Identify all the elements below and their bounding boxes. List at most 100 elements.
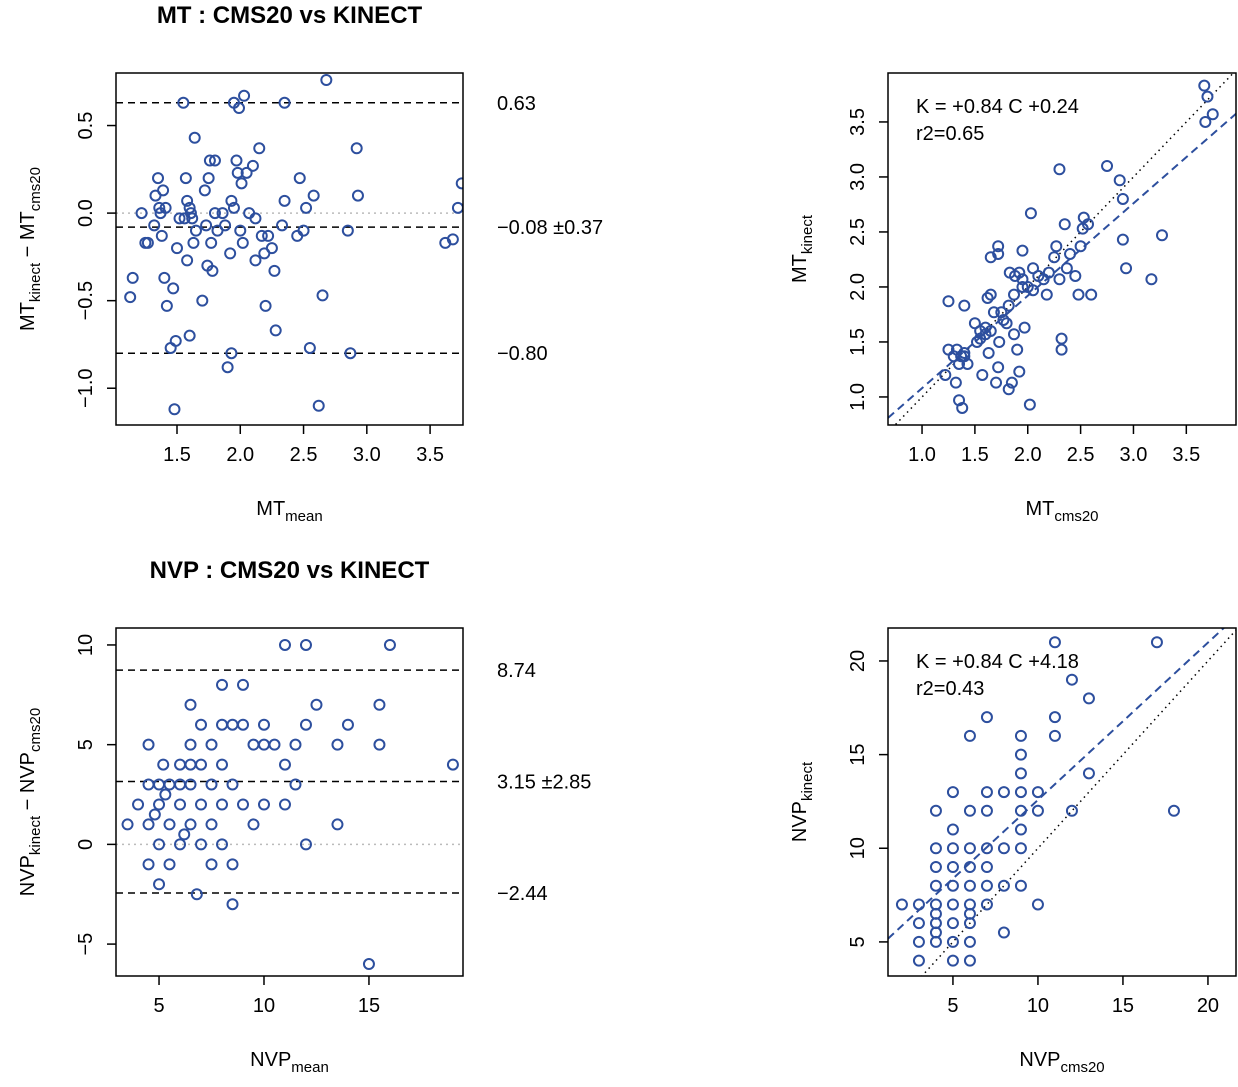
point (1048, 636, 1061, 649)
point (963, 842, 976, 855)
limit-label: −2.44 (497, 883, 548, 905)
point (249, 212, 262, 225)
point (181, 194, 194, 207)
y-tick-label: 2.5 (847, 218, 869, 246)
point (992, 247, 1005, 260)
point (939, 368, 952, 381)
point (205, 778, 218, 791)
point (152, 172, 165, 185)
point (181, 254, 194, 267)
point (235, 177, 248, 190)
point (1150, 636, 1163, 649)
point (1101, 159, 1114, 172)
point (1048, 711, 1061, 724)
point (963, 954, 976, 967)
point (278, 638, 291, 651)
point (195, 838, 208, 851)
point (980, 898, 993, 911)
point (1000, 317, 1013, 330)
point (963, 860, 976, 873)
label-part: NVP (1019, 1049, 1060, 1071)
subscript: mean (291, 1059, 329, 1076)
point (205, 818, 218, 831)
point (1145, 273, 1158, 286)
point (124, 291, 137, 304)
x-tick-label: 10 (1027, 995, 1049, 1017)
point (195, 718, 208, 731)
point (980, 711, 993, 724)
point (268, 738, 281, 751)
point (373, 738, 386, 751)
point (1016, 280, 1029, 293)
point (227, 201, 240, 214)
point (995, 306, 1008, 319)
point (299, 838, 312, 851)
point (300, 201, 313, 214)
point (268, 264, 281, 277)
point (307, 189, 320, 202)
point (203, 154, 216, 167)
point (278, 194, 291, 207)
point (132, 798, 145, 811)
point (1198, 79, 1211, 92)
point (225, 194, 238, 207)
y-tick-label: 20 (847, 650, 869, 672)
point (997, 313, 1010, 326)
limit-label: −0.80 (497, 343, 548, 365)
point (1031, 898, 1044, 911)
panel: 1.0 1.5 2.0 2.5 3.0 3.51.01.52.02.53.03.5MTcm… (789, 72, 1237, 525)
subscript: mean (285, 508, 323, 525)
label-part: MT (789, 254, 811, 283)
point (224, 247, 237, 260)
y-axis-label: MTkinect − MTcms20 (17, 167, 44, 331)
point (196, 294, 209, 307)
point (341, 718, 354, 731)
point (226, 718, 239, 731)
x-tick-label: 3.5 (416, 444, 444, 466)
point (153, 798, 166, 811)
y-tick-label: 3.0 (847, 163, 869, 191)
point (362, 958, 375, 971)
point (1024, 207, 1037, 220)
label-part: MT (256, 498, 285, 520)
point (299, 718, 312, 731)
point (195, 758, 208, 771)
point (167, 282, 180, 295)
point (987, 306, 1000, 319)
point (208, 207, 221, 220)
point (253, 142, 266, 155)
point (157, 758, 170, 771)
point (1167, 804, 1180, 817)
x-axis-label: MTmean (256, 498, 322, 525)
point (1048, 729, 1061, 742)
point (1031, 786, 1044, 799)
point (971, 335, 984, 348)
label-part: NVP (17, 855, 39, 896)
point (1016, 244, 1029, 257)
subscript: cms20 (1060, 1059, 1104, 1076)
subscript: cms20 (27, 167, 44, 211)
point (997, 842, 1010, 855)
y-tick-label: 0.5 (75, 112, 97, 140)
point (231, 166, 244, 179)
point (206, 264, 219, 277)
point (953, 394, 966, 407)
point (216, 678, 229, 691)
point (1065, 673, 1078, 686)
point (1002, 299, 1015, 312)
point (121, 818, 134, 831)
point (963, 729, 976, 742)
point (316, 289, 329, 302)
point (249, 254, 262, 267)
point (997, 786, 1010, 799)
point (297, 224, 310, 237)
point (257, 718, 270, 731)
point (1053, 163, 1066, 176)
point (289, 778, 302, 791)
point (153, 838, 166, 851)
x-tick-label: 5 (947, 995, 958, 1017)
point (1011, 343, 1024, 356)
point (1082, 692, 1095, 705)
point (184, 818, 197, 831)
point (178, 828, 191, 841)
